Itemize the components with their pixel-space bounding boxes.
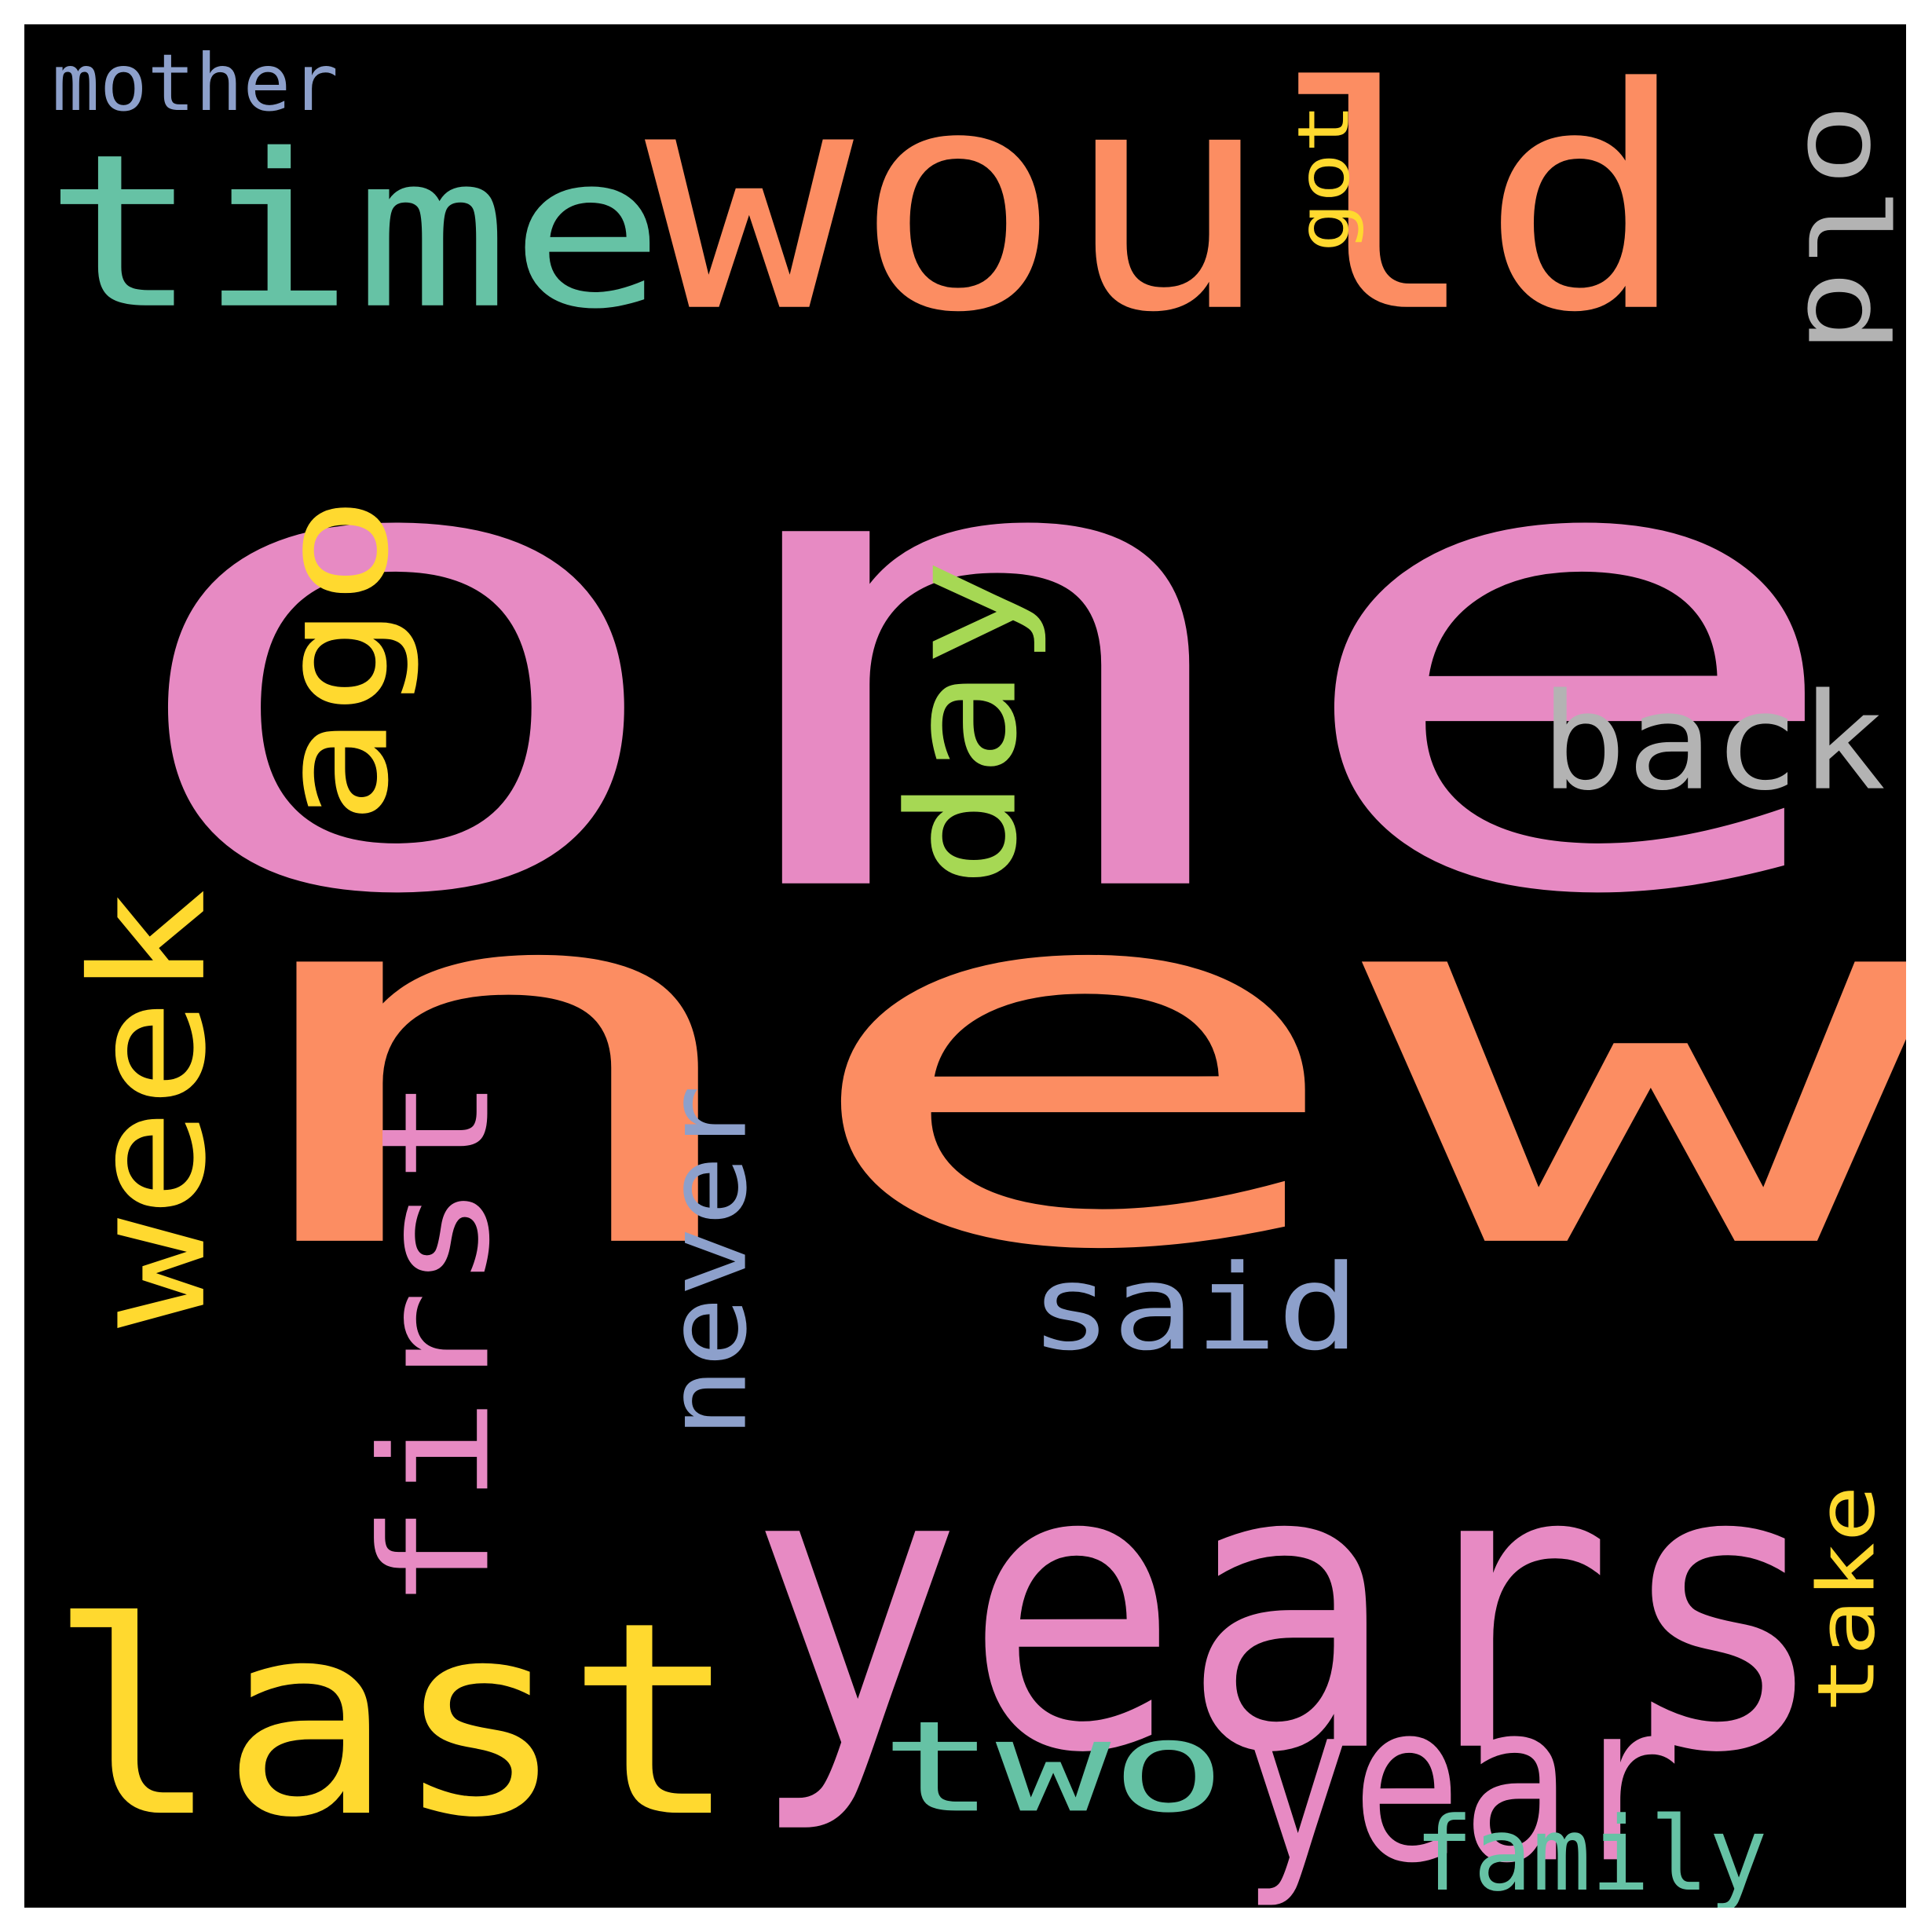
word-got: got bbox=[1283, 103, 1365, 252]
word-years: years bbox=[747, 1381, 1831, 1839]
word-last: last bbox=[48, 1564, 739, 1876]
word-back: back bbox=[1540, 664, 1886, 821]
word-new: new bbox=[205, 767, 1906, 1362]
word-family: family bbox=[1414, 1795, 1768, 1908]
word-year: year bbox=[1242, 1655, 1682, 1908]
word-cloud-canvas: one new would time years last year two b… bbox=[24, 24, 1906, 1908]
word-ago: ago bbox=[247, 495, 422, 825]
word-would: would bbox=[645, 24, 1689, 379]
word-take: take bbox=[1800, 1485, 1893, 1713]
word-two: two bbox=[880, 1694, 1227, 1841]
word-said: said bbox=[1030, 1239, 1360, 1378]
word-never: never bbox=[643, 1085, 772, 1438]
word-first: first bbox=[349, 1076, 523, 1611]
word-week: week bbox=[58, 888, 241, 1328]
word-day: day bbox=[876, 558, 1050, 888]
word-old: old bbox=[1782, 103, 1906, 354]
word-time: time bbox=[44, 108, 665, 356]
word-one: one bbox=[103, 285, 1863, 1036]
word-mother: mother bbox=[52, 37, 338, 129]
